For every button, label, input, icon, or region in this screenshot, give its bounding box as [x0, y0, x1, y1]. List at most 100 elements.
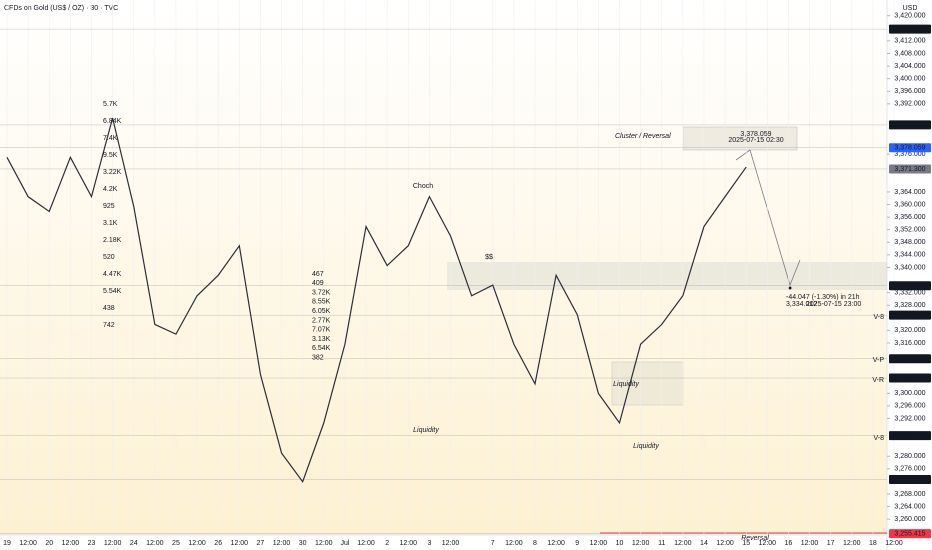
x-tick-label: 12:00	[547, 540, 565, 547]
annotation-small: 2025-07-15 23:00	[806, 301, 861, 308]
annotation-small: 3,334.012	[786, 301, 817, 308]
annotation-small: -44.047 (-1.30%) in 21h	[786, 294, 860, 301]
zone-band	[447, 262, 887, 290]
x-tick-label: 12:00	[62, 540, 80, 547]
annotation: Reversal	[741, 535, 769, 542]
x-tick-label: 12:00	[505, 540, 523, 547]
volume-label: 3.22K	[103, 169, 122, 176]
volume-label: 6.54K	[312, 345, 331, 352]
x-tick-label: 12:00	[273, 540, 291, 547]
x-tick-label: 14	[700, 540, 708, 547]
x-tick-label: 30	[299, 540, 307, 547]
volume-label: 2.77K	[312, 317, 331, 324]
y-tick-label: 3,296.000	[894, 403, 925, 410]
price-label-box	[889, 529, 931, 539]
y-tick-label: 3,356.000	[894, 214, 925, 221]
plot-background	[0, 0, 887, 535]
y-tick-label: 3,352.000	[894, 227, 925, 234]
price-label: 3,415.738	[894, 26, 925, 33]
x-tick-label: 12:00	[674, 540, 692, 547]
price-label-box	[889, 24, 931, 34]
volume-label: 520	[103, 254, 115, 261]
x-tick-label: 10	[616, 540, 624, 547]
x-tick-label: 27	[257, 540, 265, 547]
x-tick-label: 24	[130, 540, 138, 547]
y-tick-label: 3,396.000	[894, 88, 925, 95]
x-tick-label: 7	[491, 540, 495, 547]
annotation-small: Choch	[413, 183, 433, 190]
x-tick-label: 23	[88, 540, 96, 547]
x-tick-label: 2	[385, 540, 389, 547]
y-tick-label: 3,328.000	[894, 302, 925, 309]
x-tick-label: 12:00	[716, 540, 734, 547]
x-tick-label: Jul	[340, 540, 349, 547]
price-label: 3,324.830	[894, 312, 925, 319]
y-tick-label: 3,260.000	[894, 516, 925, 523]
x-tick-label: 26	[214, 540, 222, 547]
x-tick-label: 16	[785, 540, 793, 547]
level-tag: V-P	[873, 357, 885, 364]
x-tick-label: 12:00	[315, 540, 333, 547]
price-label: 3,255.415	[894, 530, 925, 537]
price-label: 3,371.300	[894, 166, 925, 173]
price-label-box	[889, 354, 931, 364]
x-tick-label: 12:00	[104, 540, 122, 547]
x-tick-label: 18	[869, 540, 877, 547]
currency: USD	[903, 5, 918, 12]
x-tick-label: 25	[172, 540, 180, 547]
volume-label: 5.7K	[103, 101, 118, 108]
price-label-box	[889, 120, 931, 130]
annotation: Liquidity	[633, 443, 659, 450]
y-tick-label: 3,292.000	[894, 415, 925, 422]
annotation: Cluster / Reversal	[615, 133, 671, 140]
x-tick-label: 12:00	[400, 540, 418, 547]
y-tick-label: 3,400.000	[894, 76, 925, 83]
projection-path	[735, 149, 801, 287]
volume-label: 382	[312, 355, 324, 362]
volume-label: 3.72K	[312, 289, 331, 296]
x-tick-label: 12:00	[632, 540, 650, 547]
x-tick-label: 12:00	[442, 540, 460, 547]
x-tick-label: 12:00	[231, 540, 249, 547]
price-label-box	[889, 474, 931, 484]
annotation: Liquidity	[413, 427, 439, 434]
y-tick-label: 3,344.000	[894, 252, 925, 259]
volume-label: 4.2K	[103, 186, 118, 193]
price-label-box	[889, 431, 931, 441]
volume-label: 925	[103, 203, 115, 210]
projection-point	[788, 286, 792, 290]
y-tick-label: 3,392.000	[894, 101, 925, 108]
annotation: Liquidity	[613, 381, 639, 388]
price-label-box	[889, 281, 931, 291]
x-tick-label: 12:00	[759, 540, 777, 547]
price-axis	[887, 0, 932, 550]
x-tick-label: 12:00	[801, 540, 819, 547]
y-tick-label: 3,420.000	[894, 13, 925, 20]
volume-label: 9.5K	[103, 152, 118, 159]
price-label: 3,334.189	[894, 283, 925, 290]
y-tick-label: 3,376.000	[894, 151, 925, 158]
price-label-box	[889, 373, 931, 383]
x-tick-label: 12:00	[146, 540, 164, 547]
price-line	[6, 117, 747, 483]
volume-label: 409	[312, 280, 324, 287]
volume-label: 6.05K	[312, 308, 331, 315]
volume-label: 7.4K	[103, 135, 118, 142]
price-label: 3,378.059	[894, 145, 925, 152]
chart-title: CFDs on Gold (US$ / OZ) · 30 · TVC	[4, 5, 118, 12]
x-tick-label: 20	[45, 540, 53, 547]
level-tag: V-8	[873, 314, 884, 321]
y-tick-label: 3,404.000	[894, 63, 925, 70]
volume-label: 7.07K	[312, 327, 331, 334]
x-tick-label: 8	[533, 540, 537, 547]
y-tick-label: 3,264.000	[894, 503, 925, 510]
x-tick-label: 15	[742, 540, 750, 547]
x-tick-label: 12:00	[590, 540, 608, 547]
x-tick-label: 11	[658, 540, 665, 547]
price-label: 3,286.540	[894, 433, 925, 440]
x-tick-label: 12:00	[843, 540, 861, 547]
x-tick-label: 9	[575, 540, 579, 547]
x-tick-label: 12:00	[885, 540, 903, 547]
price-label: 3,310.983	[894, 356, 925, 363]
volume-label: 3.1K	[103, 220, 118, 227]
